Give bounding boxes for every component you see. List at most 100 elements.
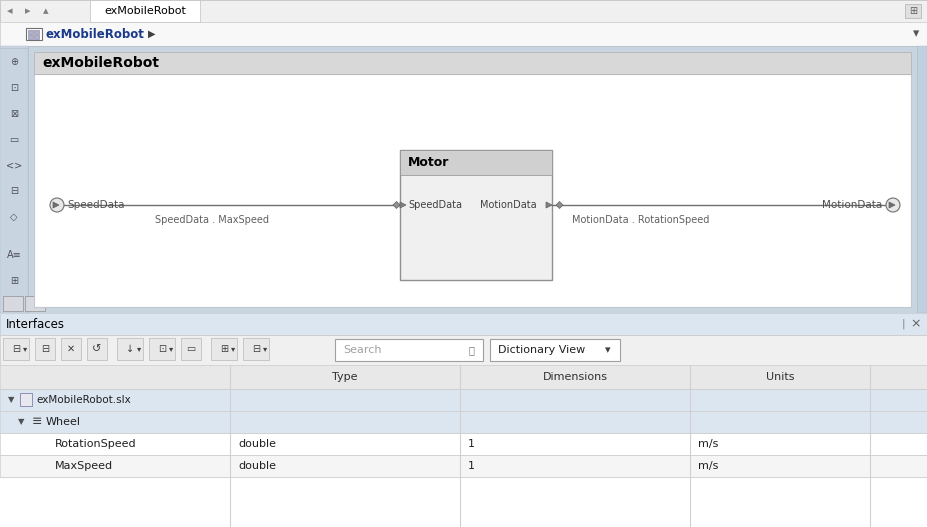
Bar (0, 365, 927, 389)
Text: Type: Type (332, 372, 358, 382)
Bar (0, 313, 927, 335)
Bar (20, 393, 32, 406)
Bar (0, 433, 927, 455)
Bar (87, 338, 107, 360)
Text: ↺: ↺ (93, 344, 102, 354)
Text: SpeedData . MaxSpeed: SpeedData . MaxSpeed (155, 215, 269, 225)
Bar (34, 30, 39, 34)
Bar (0, 389, 927, 411)
Text: ▾: ▾ (23, 345, 27, 354)
Text: ✕: ✕ (67, 344, 75, 354)
Text: ×: × (910, 317, 921, 330)
Text: ⊠: ⊠ (10, 109, 18, 119)
Text: ▼: ▼ (18, 417, 24, 426)
Text: Units: Units (766, 372, 794, 382)
Text: ⊡: ⊡ (158, 344, 166, 354)
Text: double: double (238, 439, 276, 449)
Bar (3, 296, 23, 311)
Text: <>: <> (6, 160, 22, 170)
Text: MotionData: MotionData (821, 200, 882, 210)
Text: MaxSpeed: MaxSpeed (55, 461, 113, 471)
Text: ▭: ▭ (186, 344, 196, 354)
Text: ⊟: ⊟ (252, 344, 260, 354)
Text: ⊞: ⊞ (909, 6, 917, 16)
Text: ▸: ▸ (25, 6, 31, 16)
Bar (181, 338, 201, 360)
Text: double: double (238, 461, 276, 471)
Bar (3, 338, 29, 360)
Text: ⊞: ⊞ (220, 344, 228, 354)
Text: 🔍: 🔍 (468, 345, 474, 355)
Text: ▴: ▴ (44, 6, 49, 16)
Text: ↓: ↓ (126, 344, 134, 354)
Bar (490, 339, 620, 361)
Bar (34, 74, 911, 307)
Bar (0, 455, 927, 477)
Text: Motor: Motor (408, 156, 450, 169)
Bar (400, 150, 552, 280)
Bar (34, 35, 39, 39)
Text: RotationSpeed: RotationSpeed (55, 439, 136, 449)
Polygon shape (53, 202, 59, 208)
Text: ▶: ▶ (148, 29, 156, 39)
Text: Dictionary View: Dictionary View (498, 345, 585, 355)
Bar (905, 4, 921, 18)
Text: ◇: ◇ (10, 212, 18, 222)
Bar (28, 35, 33, 39)
Bar (117, 338, 143, 360)
Text: ▼: ▼ (8, 395, 15, 405)
Text: 1: 1 (468, 439, 475, 449)
Bar (0, 335, 927, 365)
Text: Interfaces: Interfaces (6, 317, 65, 330)
Bar (0, 411, 927, 433)
Text: SpeedData: SpeedData (408, 200, 462, 210)
Text: ⊡: ⊡ (10, 83, 18, 93)
Text: MotionData: MotionData (480, 200, 537, 210)
Text: Dimensions: Dimensions (542, 372, 607, 382)
Bar (149, 338, 175, 360)
Text: Wheel: Wheel (46, 417, 81, 427)
Text: ⊟: ⊟ (12, 344, 20, 354)
Text: ▾: ▾ (605, 345, 611, 355)
Text: exMobileRobot: exMobileRobot (104, 6, 186, 16)
Bar (28, 30, 33, 34)
Text: m/s: m/s (698, 461, 718, 471)
Text: ▾: ▾ (137, 345, 141, 354)
Text: exMobileRobot: exMobileRobot (42, 56, 159, 70)
Bar (61, 338, 81, 360)
Bar (335, 339, 483, 361)
Text: exMobileRobot: exMobileRobot (46, 27, 145, 41)
Text: ⊟: ⊟ (10, 186, 18, 196)
Bar (0, 313, 927, 527)
Polygon shape (546, 202, 552, 208)
Polygon shape (889, 202, 895, 208)
Text: 1: 1 (468, 461, 475, 471)
Bar (211, 338, 237, 360)
Polygon shape (400, 202, 406, 208)
Bar (0, 0, 927, 22)
Bar (26, 28, 42, 40)
Circle shape (886, 198, 900, 212)
Bar (0, 46, 28, 313)
Bar (0, 477, 927, 527)
Polygon shape (556, 201, 563, 209)
Circle shape (50, 198, 64, 212)
Bar (34, 52, 911, 74)
Text: ▾: ▾ (169, 345, 173, 354)
Text: SpeedData: SpeedData (67, 200, 124, 210)
Text: ≡: ≡ (32, 415, 43, 428)
Bar (35, 338, 55, 360)
Bar (917, 46, 927, 313)
Text: ▾: ▾ (231, 345, 235, 354)
Text: ▾: ▾ (913, 27, 920, 41)
Bar (25, 296, 45, 311)
Bar (90, 0, 200, 22)
Text: ▭: ▭ (9, 135, 19, 145)
Text: exMobileRobot.slx: exMobileRobot.slx (36, 395, 131, 405)
Text: |: | (901, 319, 905, 329)
Text: Search: Search (343, 345, 382, 355)
Text: ▾: ▾ (263, 345, 267, 354)
Text: ⊞: ⊞ (10, 276, 18, 286)
Text: ◂: ◂ (7, 6, 13, 16)
Text: MotionData . RotationSpeed: MotionData . RotationSpeed (572, 215, 709, 225)
